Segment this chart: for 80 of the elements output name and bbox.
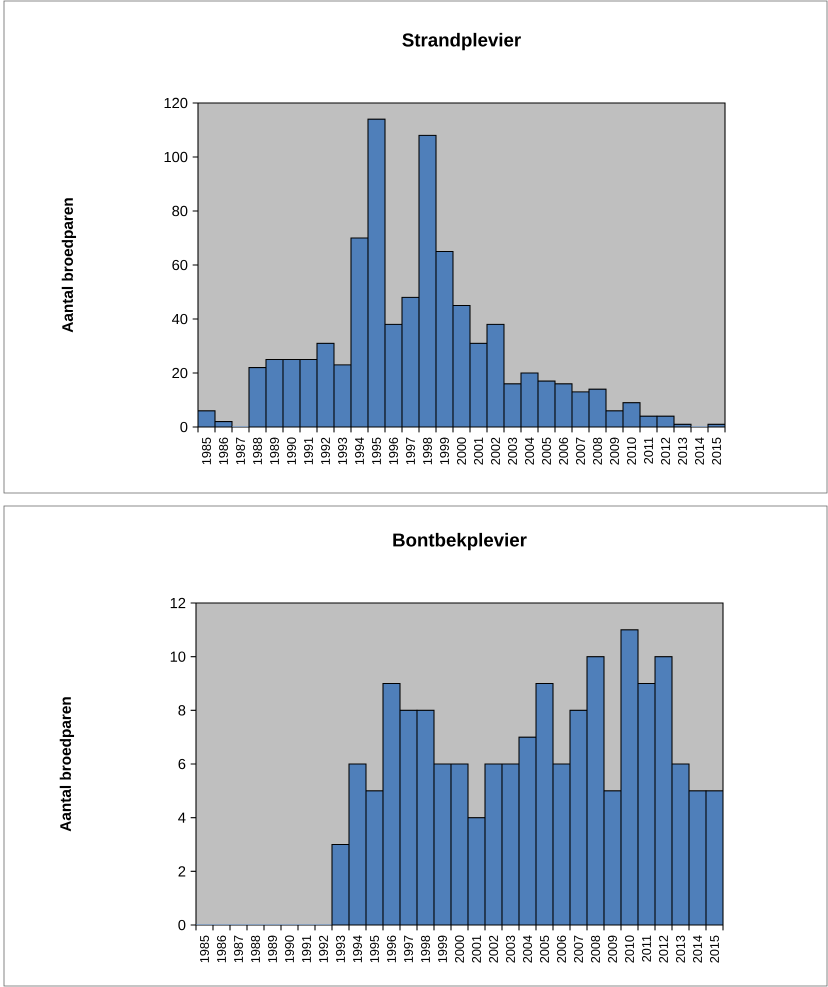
x-tick-label: 2006 — [559, 438, 568, 465]
x-tick-label: 2009 — [608, 936, 617, 963]
x-tick-label: 2002 — [489, 936, 498, 963]
y-axis-title: Aantal broedparen — [62, 198, 76, 332]
x-tick-label: 1999 — [440, 438, 449, 464]
y-tick-label: 60 — [172, 260, 188, 270]
x-tick-label: 1996 — [387, 936, 396, 962]
x-tick-label: 1998 — [421, 936, 430, 962]
x-tick-label: 1994 — [353, 935, 362, 962]
x-tick-label: 1998 — [423, 438, 432, 464]
x-tick-label: 1992 — [321, 438, 330, 464]
x-tick-label: 2006 — [557, 936, 566, 963]
x-tick-label: 2014 — [695, 437, 704, 465]
x-tick-label: 2011 — [642, 936, 651, 962]
x-tick-label: 2003 — [506, 936, 515, 963]
x-tick-label: 1995 — [370, 936, 379, 962]
y-tick-label: 4 — [178, 812, 186, 823]
x-tick-label: 2015 — [710, 936, 719, 963]
x-tick-label: 2013 — [678, 438, 687, 465]
x-tick-label: 2007 — [574, 936, 583, 963]
y-tick-label: 80 — [172, 206, 188, 216]
x-tick-label: 2015 — [712, 438, 721, 465]
x-tick-label: 1994 — [355, 437, 364, 464]
x-tick-label: 1995 — [372, 438, 381, 464]
x-tick-label: 1987 — [236, 438, 245, 464]
y-axis-title: Aantal broedparen — [60, 697, 74, 832]
x-tick-label: 2005 — [540, 936, 549, 963]
y-tick-label: 120 — [164, 98, 188, 108]
y-tick-label: 2 — [178, 866, 186, 876]
x-tick-label: 2008 — [591, 936, 600, 963]
x-tick-label: 1988 — [251, 936, 260, 962]
y-tick-label: 10 — [170, 651, 186, 662]
x-tick-label: 1996 — [389, 438, 398, 464]
x-tick-label: 1986 — [219, 438, 228, 464]
x-tick-label: 1987 — [234, 936, 243, 962]
x-tick-label: 2000 — [455, 936, 464, 963]
chart-title: Bontbekplevier — [393, 532, 527, 550]
y-tick-label: 6 — [178, 758, 186, 770]
x-tick-label: 1985 — [202, 438, 211, 464]
x-tick-label: 1992 — [319, 936, 328, 962]
x-tick-label: 2008 — [593, 438, 602, 465]
x-tick-label: 1988 — [253, 438, 262, 464]
x-tick-label: 2009 — [610, 438, 619, 465]
x-tick-label: 2010 — [625, 936, 634, 963]
x-tick-label: 2012 — [661, 438, 670, 465]
x-tick-label: 1990 — [287, 438, 296, 464]
x-tick-label: 2003 — [508, 438, 517, 465]
x-tick-label: 1993 — [338, 438, 347, 464]
x-tick-label: 1989 — [268, 936, 277, 962]
x-tick-label: 1990 — [285, 936, 294, 962]
x-tick-label: 1986 — [217, 936, 226, 962]
x-tick-label: 2007 — [576, 438, 585, 465]
x-tick-label: 1985 — [200, 936, 209, 962]
chart-title: Strandplevier — [402, 32, 521, 50]
x-tick-label: 2004 — [525, 437, 534, 465]
y-tick-label: 100 — [164, 152, 188, 162]
x-tick-label: 2014 — [693, 935, 702, 963]
y-tick-label: 20 — [172, 368, 188, 378]
y-tick-label: 8 — [178, 705, 186, 716]
y-tick-label: 0 — [178, 920, 186, 930]
x-tick-label: 2000 — [457, 438, 466, 465]
x-tick-label: 1993 — [336, 936, 345, 962]
x-tick-label: 2010 — [627, 438, 636, 465]
x-tick-label: 2005 — [542, 438, 551, 465]
y-tick-label: 12 — [170, 598, 186, 608]
x-tick-label: 2012 — [659, 936, 668, 963]
x-tick-label: 1991 — [304, 438, 313, 464]
y-tick-label: 40 — [172, 314, 188, 324]
x-tick-label: 1991 — [302, 936, 311, 962]
x-tick-label: 2001 — [474, 438, 483, 465]
x-tick-label: 1997 — [404, 936, 413, 962]
x-tick-label: 1997 — [406, 438, 415, 464]
x-tick-label: 2004 — [523, 935, 532, 963]
x-tick-label: 1999 — [438, 936, 447, 962]
y-tick-label: 0 — [180, 422, 188, 432]
x-tick-label: 1989 — [270, 438, 279, 464]
x-tick-label: 2013 — [676, 936, 685, 963]
x-tick-label: 2011 — [644, 438, 653, 464]
x-tick-label: 2001 — [472, 936, 481, 963]
x-tick-label: 2002 — [491, 438, 500, 465]
